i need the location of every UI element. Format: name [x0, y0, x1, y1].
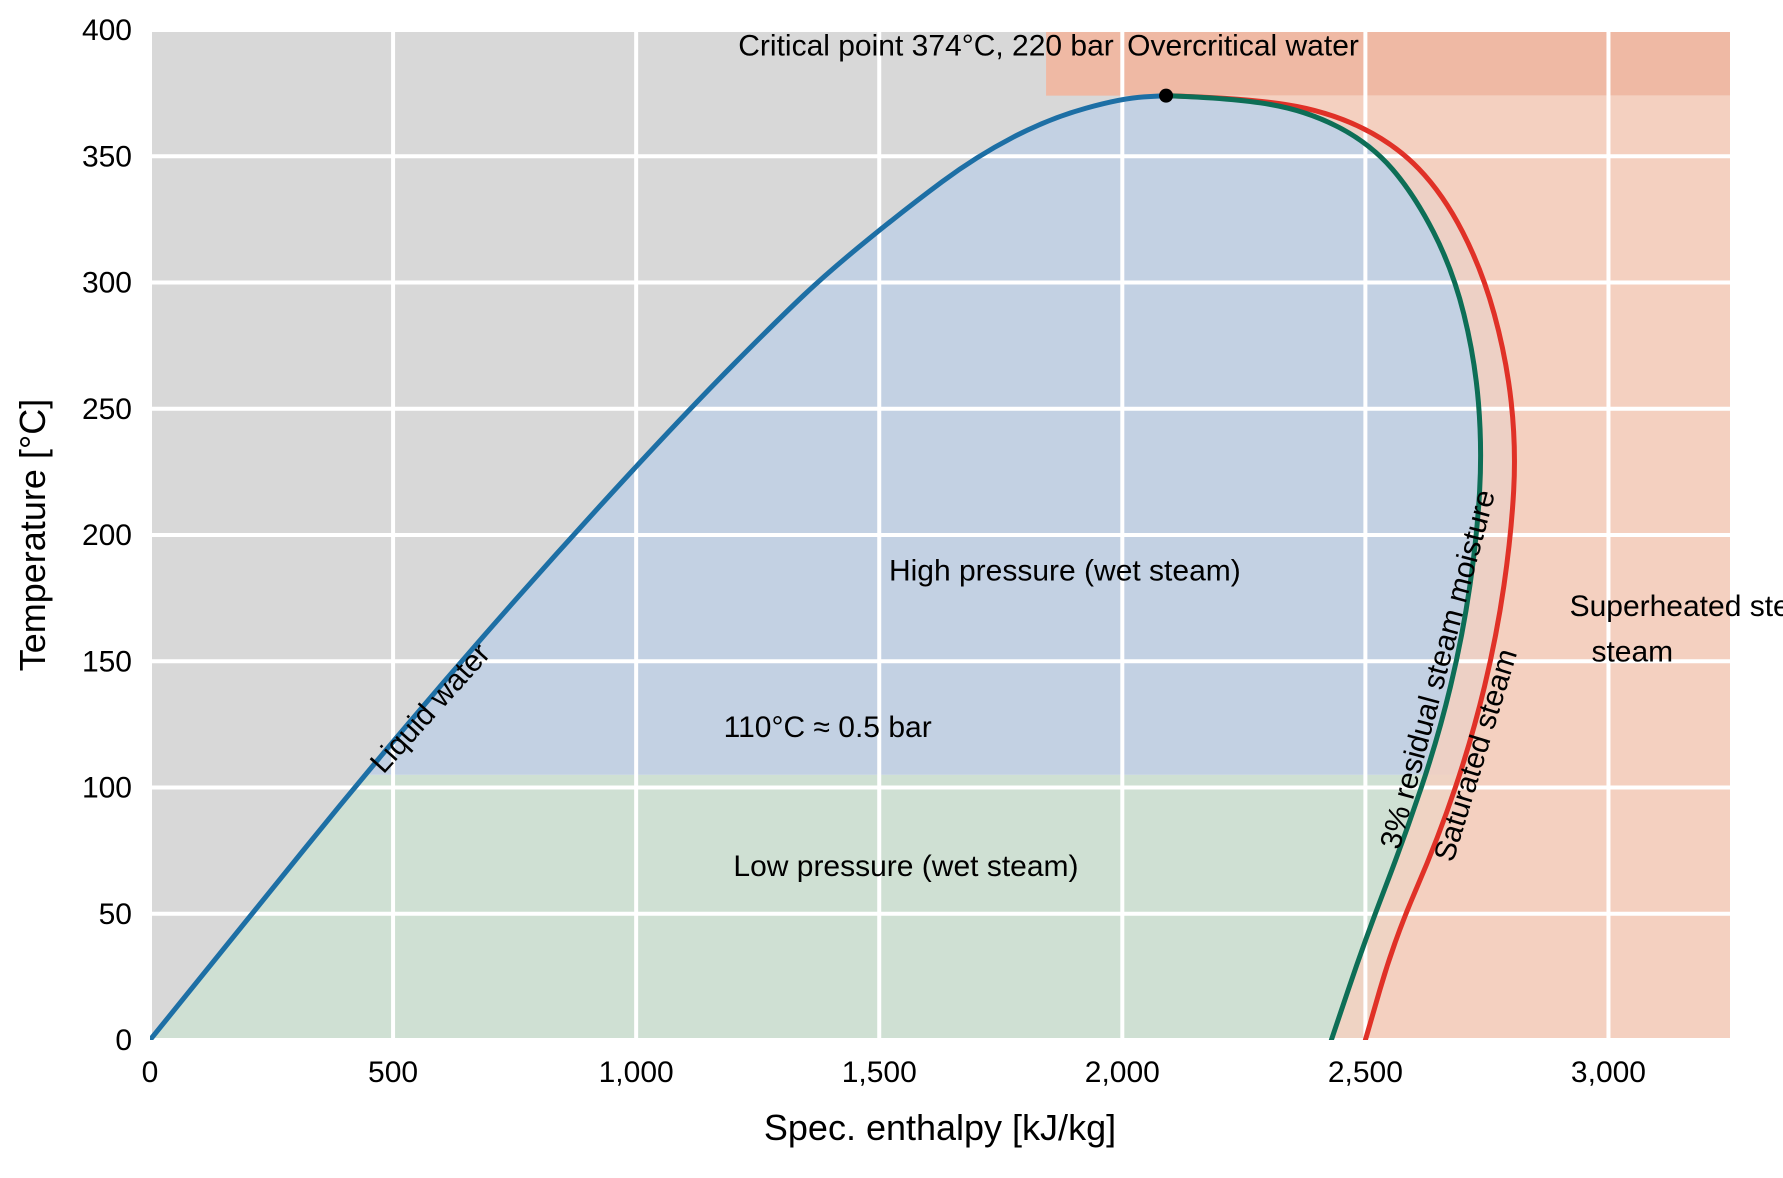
label-high-pressure: High pressure (wet steam) [889, 554, 1241, 587]
x-tick-label: 500 [368, 1056, 418, 1089]
y-tick-label: 250 [82, 393, 132, 426]
x-tick-label: 1,000 [599, 1056, 674, 1089]
phase-diagram-chart: 0 500 1,000 1,500 2,000 2,500 3,000 0 50 100 150 20… [0, 0, 1783, 1178]
x-tick-label: 1,500 [842, 1056, 917, 1089]
chart-svg: 0 500 1,000 1,500 2,000 2,500 3,000 0 50 100 150 20… [0, 0, 1783, 1178]
y-tick-label: 300 [82, 267, 132, 300]
x-tick-label: 2,500 [1328, 1056, 1403, 1089]
y-tick-label: 150 [82, 645, 132, 678]
label-midband: 110°C ≈ 0.5 bar [724, 711, 932, 744]
y-tick-label: 350 [82, 140, 132, 173]
y-tick-label: 400 [82, 14, 132, 47]
x-tick-label: 2,000 [1085, 1056, 1160, 1089]
label-superheated: Superheated steam [1570, 590, 1783, 623]
y-tick-label: 0 [115, 1024, 132, 1057]
y-tick-label: 100 [82, 772, 132, 805]
label-low-pressure: Low pressure (wet steam) [733, 850, 1078, 883]
critical-point-marker [1159, 89, 1173, 103]
x-axis-label: Spec. enthalpy [kJ/kg] [764, 1107, 1116, 1148]
y-tick-label: 200 [82, 519, 132, 552]
x-tick-label: 0 [142, 1056, 159, 1089]
y-axis-label: Temperature [°C] [12, 399, 53, 672]
label-overcritical: Overcritical water [1127, 29, 1359, 62]
x-tick-label: 3,000 [1571, 1056, 1646, 1089]
y-tick-label: 50 [99, 898, 132, 931]
label-superheated-2: steam [1591, 635, 1673, 668]
label-critical-point: Critical point 374°C, 220 bar [738, 29, 1114, 62]
